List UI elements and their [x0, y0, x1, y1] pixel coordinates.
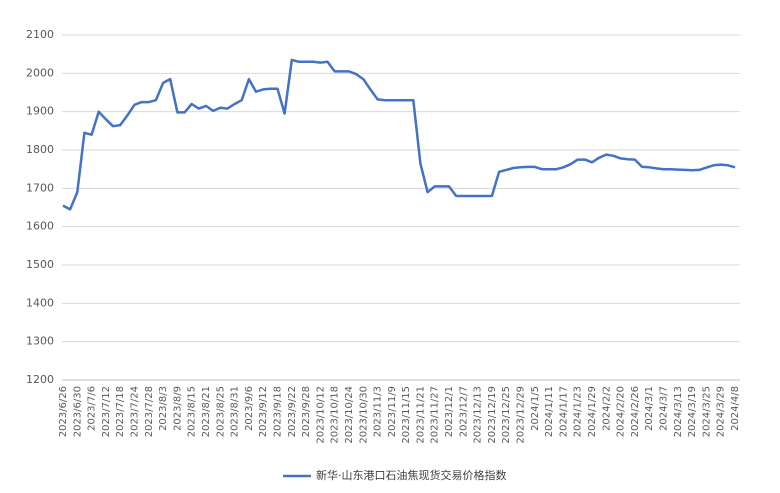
- x-tick-label: 2023/8/15: [187, 386, 198, 437]
- x-tick-label: 2023/11/9: [387, 386, 398, 437]
- x-tick-label: 2023/9/28: [301, 386, 312, 437]
- x-tick-label: 2023/7/6: [87, 386, 98, 431]
- y-tick-label: 1400: [26, 296, 54, 309]
- x-tick-label: 2024/3/13: [673, 386, 684, 437]
- x-tick-label: 2023/6/30: [72, 386, 83, 437]
- x-tick-label: 2023/10/24: [344, 386, 355, 444]
- x-tick-label: 2024/1/17: [558, 386, 569, 437]
- x-tick-label: 2023/9/6: [244, 386, 255, 431]
- legend-label: 新华·山东港口石油焦现货交易价格指数: [316, 468, 507, 482]
- x-tick-label: 2023/10/12: [315, 386, 326, 444]
- x-tick-label: 2023/8/3: [158, 386, 169, 431]
- x-tick-label: 2023/9/18: [272, 386, 283, 437]
- x-tick-label: 2023/11/27: [430, 386, 441, 444]
- y-tick-label: 2000: [26, 66, 54, 79]
- x-tick-label: 2023/11/15: [401, 386, 412, 444]
- x-tick-label: 2024/1/29: [587, 386, 598, 437]
- x-tick-label: 2024/1/23: [573, 386, 584, 437]
- x-tick-label: 2023/12/1: [444, 386, 455, 437]
- x-tick-label: 2023/10/18: [330, 386, 341, 444]
- y-tick-label: 1900: [26, 105, 54, 118]
- x-tick-label: 2023/11/3: [373, 386, 384, 437]
- x-tick-label: 2023/8/25: [215, 386, 226, 437]
- x-tick-label: 2024/1/5: [530, 386, 541, 431]
- x-tick-label: 2024/2/2: [601, 386, 612, 431]
- x-tick-label: 2023/9/12: [258, 386, 269, 437]
- x-tick-label: 2023/7/12: [101, 386, 112, 437]
- x-tick-label: 2023/8/31: [230, 386, 241, 437]
- x-tick-label: 2024/1/11: [544, 386, 555, 437]
- y-tick-label: 2100: [26, 28, 54, 41]
- x-tick-label: 2023/12/29: [516, 386, 527, 444]
- x-tick-label: 2023/8/9: [172, 386, 183, 431]
- x-tick-label: 2024/3/7: [659, 386, 670, 431]
- x-tick-label: 2024/4/8: [730, 386, 741, 431]
- x-tick-label: 2024/3/29: [716, 386, 727, 437]
- x-tick-label: 2024/3/19: [687, 386, 698, 437]
- y-tick-label: 1500: [26, 258, 54, 271]
- y-tick-label: 1600: [26, 220, 54, 233]
- x-tick-label: 2024/3/1: [644, 386, 655, 431]
- x-tick-label: 2023/12/13: [473, 386, 484, 444]
- x-tick-label: 2023/7/18: [115, 386, 126, 437]
- x-tick-label: 2023/9/22: [287, 386, 298, 437]
- x-tick-label: 2024/2/26: [630, 386, 641, 437]
- x-tick-label: 2023/12/25: [501, 386, 512, 444]
- y-tick-label: 1300: [26, 335, 54, 348]
- y-tick-label: 1800: [26, 143, 54, 156]
- x-tick-label: 2023/11/21: [415, 386, 426, 444]
- x-tick-label: 2023/12/7: [458, 386, 469, 437]
- x-tick-label: 2024/2/20: [616, 386, 627, 437]
- y-tick-label: 1200: [26, 373, 54, 386]
- data-line: [62, 58, 736, 211]
- x-tick-label: 2023/12/19: [487, 386, 498, 444]
- x-tick-label: 2023/8/21: [201, 386, 212, 437]
- x-tick-label: 2023/10/30: [358, 386, 369, 444]
- x-tick-label: 2024/3/25: [701, 386, 712, 437]
- x-tick-label: 2023/7/24: [129, 386, 140, 437]
- x-tick-label: 2023/7/28: [144, 386, 155, 437]
- y-tick-label: 1700: [26, 181, 54, 194]
- x-tick-label: 2023/6/26: [58, 386, 69, 437]
